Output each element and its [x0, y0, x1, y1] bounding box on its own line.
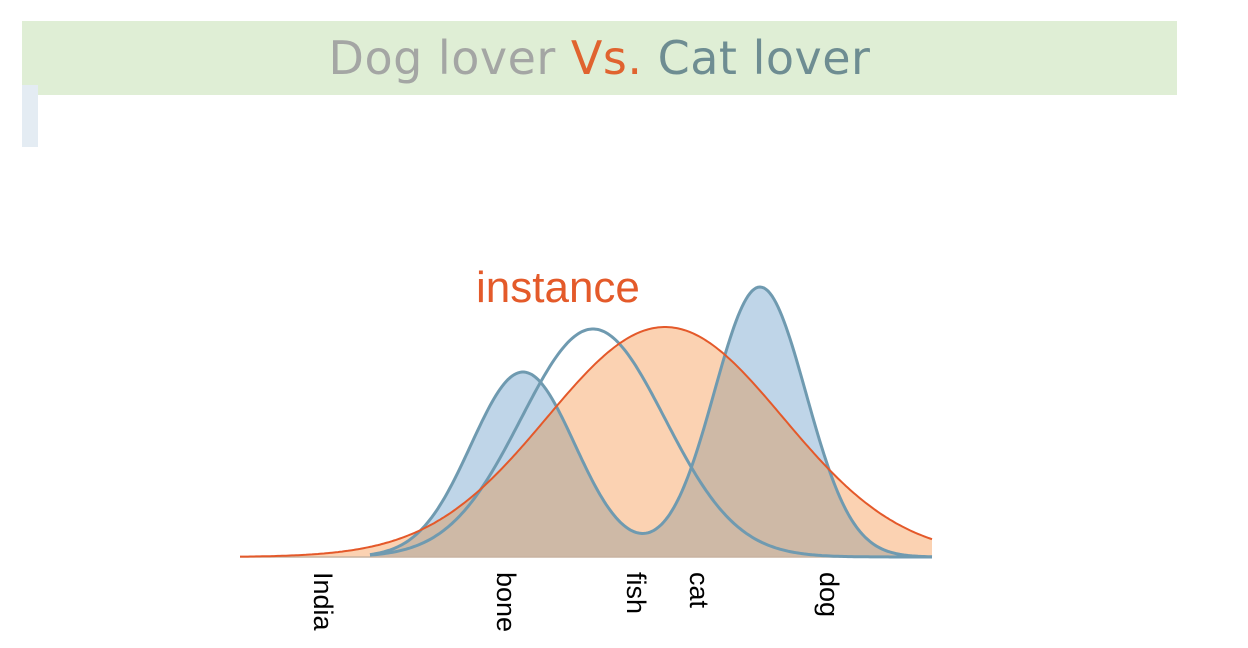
slide-title: Dog lover Vs. Cat lover — [329, 31, 871, 85]
title-banner: Dog lover Vs. Cat lover — [22, 21, 1177, 95]
tick-label-bone: bone — [491, 572, 521, 632]
tick-label-cat: cat — [684, 572, 714, 609]
instance-curve — [240, 326, 933, 558]
tick-label-india: India — [308, 572, 338, 632]
title-dog-lover: Dog lover — [328, 31, 556, 85]
cat-lover-curve — [369, 327, 932, 559]
tick-label-fish: fish — [621, 572, 651, 614]
title-cat-lover: Cat lover — [657, 31, 871, 85]
dog-lover-curve — [369, 285, 933, 559]
instance-label: instance — [476, 263, 640, 312]
tick-labels: India bone fish cat dog — [308, 572, 844, 632]
tick-label-dog: dog — [814, 572, 844, 617]
title-vs: Vs. — [570, 31, 643, 85]
side-marker — [22, 85, 38, 147]
